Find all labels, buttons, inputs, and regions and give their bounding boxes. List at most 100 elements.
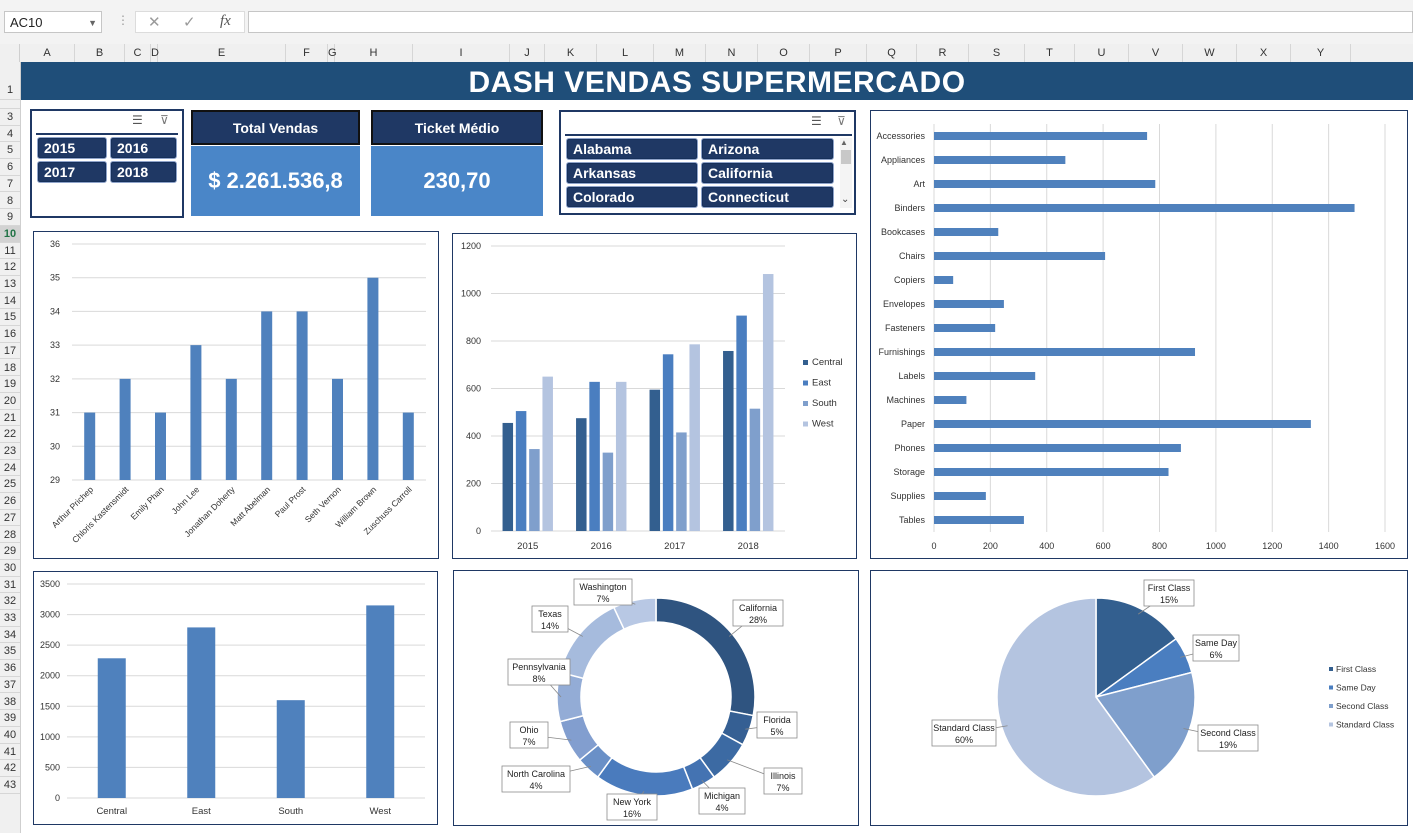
slicer-item-california[interactable]: California	[701, 162, 834, 184]
column-header-p[interactable]: P	[810, 44, 867, 62]
row-header-17[interactable]: 17	[0, 343, 20, 360]
row-header-6[interactable]: 6	[0, 159, 20, 176]
column-header-i[interactable]: I	[413, 44, 510, 62]
column-header-x[interactable]: X	[1237, 44, 1291, 62]
column-header-g[interactable]: G	[328, 44, 337, 62]
row-header-38[interactable]: 38	[0, 694, 20, 711]
column-header-o[interactable]: O	[758, 44, 810, 62]
row-header-8[interactable]: 8	[0, 193, 20, 210]
row-header-32[interactable]: 32	[0, 593, 20, 610]
slicer-item-2016[interactable]: 2016	[110, 137, 177, 159]
column-header-s[interactable]: S	[969, 44, 1025, 62]
row-header-19[interactable]: 19	[0, 376, 20, 393]
row-header-5[interactable]: 5	[0, 142, 20, 160]
row-header-11[interactable]: 11	[0, 243, 20, 260]
row-header-9[interactable]: 9	[0, 209, 20, 226]
row-header-10[interactable]: 10	[0, 225, 20, 243]
slicer-item-2017[interactable]: 2017	[37, 161, 107, 183]
slicer-item-2018[interactable]: 2018	[110, 161, 177, 183]
row-header-33[interactable]: 33	[0, 610, 20, 627]
column-header-v[interactable]: V	[1129, 44, 1183, 62]
multi-select-icon[interactable]: ☰	[132, 113, 143, 127]
slicer-item-arizona[interactable]: Arizona	[701, 138, 834, 160]
slicer-header	[565, 112, 852, 136]
y-tick-label: 34	[50, 306, 60, 316]
formula-input[interactable]	[248, 11, 1413, 33]
row-header-39[interactable]: 39	[0, 710, 20, 727]
row-header-1[interactable]: 1	[0, 62, 20, 100]
slicer-item-alabama[interactable]: Alabama	[566, 138, 698, 160]
row-header-22[interactable]: 22	[0, 426, 20, 443]
chart-customers[interactable]: 29 30 31 32 33 34 35 36 Arthur Prichep Chloris Ka…	[33, 231, 439, 559]
row-header-41[interactable]: 41	[0, 744, 20, 761]
row-header-3[interactable]: 3	[0, 109, 20, 126]
column-header-n[interactable]: N	[706, 44, 758, 62]
row-header-36[interactable]: 36	[0, 660, 20, 677]
column-header-f[interactable]: F	[286, 44, 328, 62]
row-header-25[interactable]: 25	[0, 476, 20, 494]
select-all-corner[interactable]	[0, 44, 20, 62]
column-header-b[interactable]: B	[75, 44, 125, 62]
column-header-c[interactable]: C	[125, 44, 151, 62]
slicer-item-connecticut[interactable]: Connecticut	[701, 186, 834, 208]
column-header-a[interactable]: A	[20, 44, 75, 62]
row-header-18[interactable]: 18	[0, 360, 20, 377]
row-header-28[interactable]: 28	[0, 527, 20, 544]
column-header-t[interactable]: T	[1025, 44, 1075, 62]
row-header-42[interactable]: 42	[0, 760, 20, 777]
chart-states-donut[interactable]: California 28% Florida 5% Illinois 7% Michigan…	[453, 570, 859, 826]
column-header-l[interactable]: L	[597, 44, 654, 62]
row-header-21[interactable]: 21	[0, 410, 20, 427]
name-box[interactable]: AC10 ▼	[4, 11, 102, 33]
row-header-29[interactable]: 29	[0, 543, 20, 560]
clear-filter-icon[interactable]: ⊽	[160, 113, 169, 127]
column-header-q[interactable]: Q	[867, 44, 917, 62]
multi-select-icon[interactable]: ☰	[811, 114, 822, 128]
column-header-r[interactable]: R	[917, 44, 969, 62]
insert-function-icon[interactable]: fx	[220, 13, 231, 29]
row-header-30[interactable]: 30	[0, 560, 20, 577]
row-header-20[interactable]: 20	[0, 393, 20, 410]
row-header-7[interactable]: 7	[0, 176, 20, 193]
row-header-23[interactable]: 23	[0, 443, 20, 460]
row-header-15[interactable]: 15	[0, 309, 20, 327]
scroll-down-icon[interactable]: ⌄	[841, 194, 850, 205]
row-header-24[interactable]: 24	[0, 460, 20, 477]
column-header-e[interactable]: E	[158, 44, 286, 62]
row-header-37[interactable]: 37	[0, 677, 20, 694]
chart-regions-total[interactable]: 0 500 1000 1500 2000 2500 3000 3500 Central East S…	[33, 571, 438, 825]
row-header-2[interactable]: 2	[0, 100, 20, 109]
row-header-40[interactable]: 40	[0, 727, 20, 744]
row-header-34[interactable]: 34	[0, 627, 20, 644]
column-header-j[interactable]: J	[510, 44, 545, 62]
column-header-w[interactable]: W	[1183, 44, 1237, 62]
row-header-4[interactable]: 4	[0, 126, 20, 143]
row-header-43[interactable]: 43	[0, 777, 20, 794]
chevron-down-icon[interactable]: ▼	[88, 18, 97, 28]
column-header-y[interactable]: Y	[1291, 44, 1351, 62]
chart-subcategories[interactable]: 0 200 400 600 800 1000 1200 1400 1600 Accessories…	[870, 110, 1408, 559]
clear-filter-icon[interactable]: ⊽	[837, 114, 846, 128]
row-header-13[interactable]: 13	[0, 276, 20, 293]
row-header-14[interactable]: 14	[0, 293, 20, 310]
column-header-u[interactable]: U	[1075, 44, 1129, 62]
column-header-h[interactable]: H	[335, 44, 413, 62]
row-header-35[interactable]: 35	[0, 643, 20, 661]
scroll-up-icon[interactable]: ▲	[840, 138, 848, 147]
scroll-thumb[interactable]	[841, 150, 851, 164]
column-header-d[interactable]: D	[151, 44, 159, 62]
row-header-27[interactable]: 27	[0, 510, 20, 527]
row-header-26[interactable]: 26	[0, 493, 20, 510]
row-header-31[interactable]: 31	[0, 577, 20, 594]
chart-regions-by-year[interactable]: 0 200 400 600 800 1000 1200 2015 2016 2017 2018 Cen…	[452, 233, 857, 559]
slicer-item-colorado[interactable]: Colorado	[566, 186, 698, 208]
check-icon[interactable]: ✓	[183, 14, 196, 31]
row-header-16[interactable]: 16	[0, 326, 20, 343]
slicer-item-arkansas[interactable]: Arkansas	[566, 162, 698, 184]
column-header-m[interactable]: M	[654, 44, 706, 62]
chart-ship-mode[interactable]: First Class 15% Same Day 6% Second Class 19% S…	[870, 570, 1408, 826]
cancel-icon[interactable]: ✕	[148, 14, 161, 31]
slicer-item-2015[interactable]: 2015	[37, 137, 107, 159]
row-header-12[interactable]: 12	[0, 259, 20, 276]
column-header-k[interactable]: K	[545, 44, 597, 62]
